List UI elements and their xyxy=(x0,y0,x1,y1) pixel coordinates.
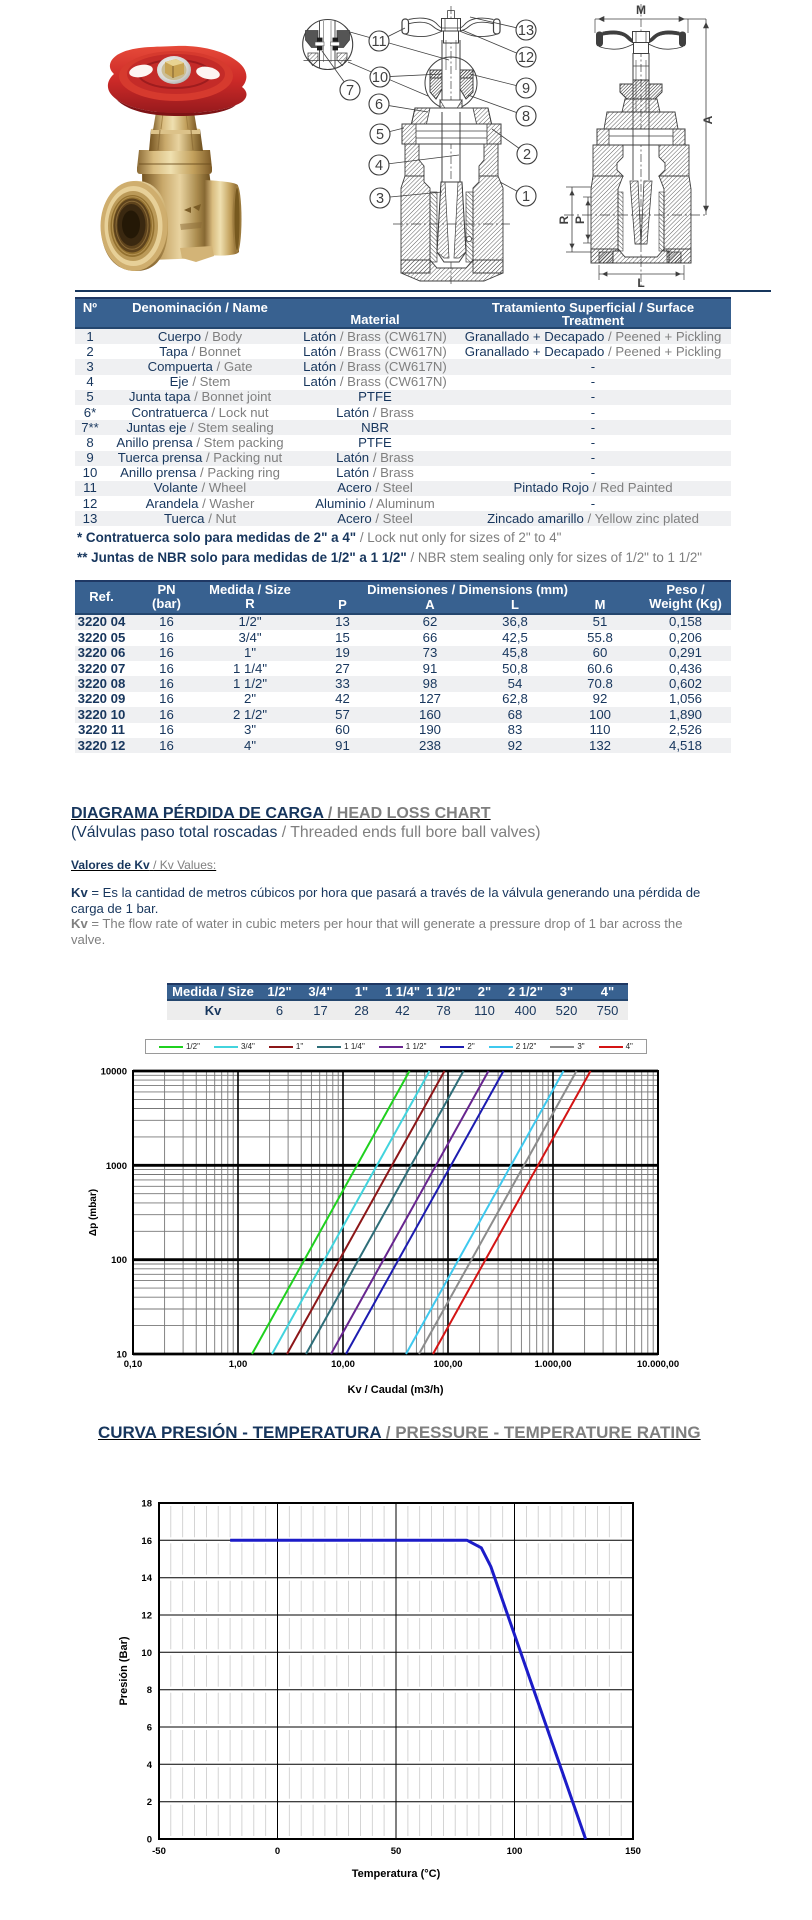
svg-text:10000: 10000 xyxy=(101,1067,127,1078)
svg-text:8: 8 xyxy=(522,109,530,125)
svg-text:Δp (mbar): Δp (mbar) xyxy=(88,1189,99,1236)
svg-text:13: 13 xyxy=(518,23,534,39)
svg-text:12: 12 xyxy=(141,1611,152,1622)
svg-text:6: 6 xyxy=(147,1723,152,1734)
svg-text:150: 150 xyxy=(625,1846,641,1857)
svg-text:5: 5 xyxy=(376,127,384,143)
svg-text:0: 0 xyxy=(275,1846,280,1857)
svg-text:M: M xyxy=(636,3,646,17)
svg-text:Temperatura (°C): Temperatura (°C) xyxy=(352,1868,441,1880)
svg-text:4: 4 xyxy=(375,158,383,174)
svg-text:100: 100 xyxy=(507,1846,523,1857)
svg-text:1,00: 1,00 xyxy=(229,1359,248,1370)
svg-text:16: 16 xyxy=(141,1536,152,1547)
svg-text:Kv / Caudal (m3/h): Kv / Caudal (m3/h) xyxy=(348,1384,444,1396)
svg-text:100: 100 xyxy=(111,1255,127,1266)
svg-text:L: L xyxy=(637,276,644,290)
svg-text:11: 11 xyxy=(371,34,386,50)
svg-text:-50: -50 xyxy=(152,1846,166,1857)
svg-text:0,10: 0,10 xyxy=(124,1359,143,1370)
svg-text:6: 6 xyxy=(375,97,383,113)
svg-text:A: A xyxy=(701,115,715,124)
svg-text:14: 14 xyxy=(141,1573,152,1584)
svg-text:Presión (Bar): Presión (Bar) xyxy=(118,1636,130,1705)
svg-text:8: 8 xyxy=(147,1685,152,1696)
svg-text:18: 18 xyxy=(141,1499,152,1510)
svg-text:10,00: 10,00 xyxy=(331,1359,355,1370)
svg-text:50: 50 xyxy=(391,1846,402,1857)
svg-text:10: 10 xyxy=(116,1350,127,1361)
svg-text:1000: 1000 xyxy=(106,1161,127,1172)
svg-text:100,00: 100,00 xyxy=(433,1359,462,1370)
svg-text:1: 1 xyxy=(522,189,530,205)
svg-text:R: R xyxy=(557,215,571,224)
svg-text:2: 2 xyxy=(523,147,531,163)
svg-text:2: 2 xyxy=(147,1797,152,1808)
svg-text:9: 9 xyxy=(522,81,530,97)
svg-text:10.000,00: 10.000,00 xyxy=(637,1359,679,1370)
svg-text:7: 7 xyxy=(346,83,354,99)
svg-text:10: 10 xyxy=(372,70,388,86)
svg-text:4: 4 xyxy=(147,1760,153,1771)
svg-text:10: 10 xyxy=(141,1648,152,1659)
svg-text:P: P xyxy=(573,216,587,224)
svg-text:3: 3 xyxy=(376,191,384,207)
svg-text:0: 0 xyxy=(147,1835,152,1846)
svg-text:1.000,00: 1.000,00 xyxy=(535,1359,572,1370)
svg-text:12: 12 xyxy=(518,50,534,66)
